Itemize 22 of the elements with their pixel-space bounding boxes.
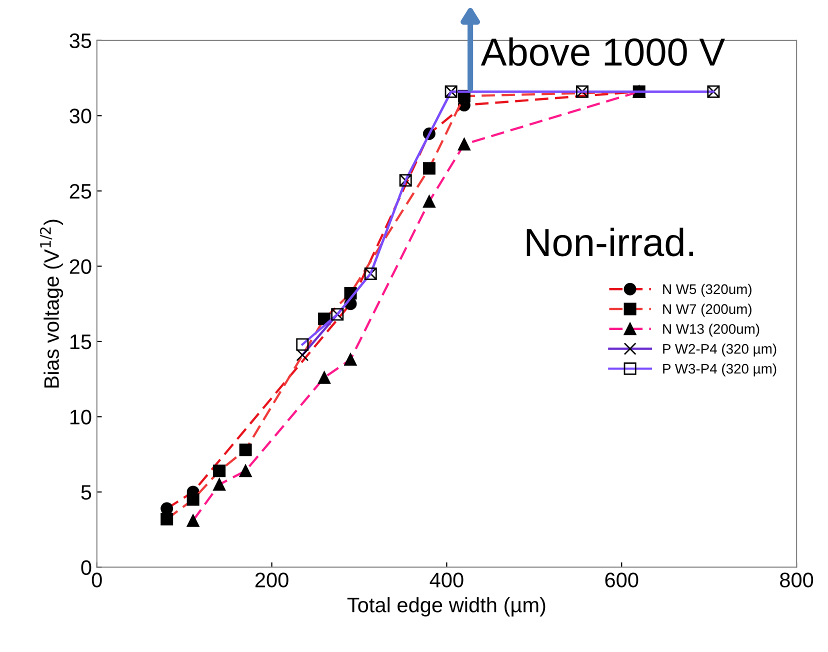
legend-label: N W7 (200um) — [663, 304, 752, 317]
annotation: Non-irrad. — [526, 228, 694, 256]
legend-label: N W5 (320um) — [663, 284, 752, 297]
y-tick-label: 30 — [70, 108, 92, 124]
legend-label: N W13 (200um) — [663, 324, 760, 337]
y-tick-label: 15 — [70, 334, 92, 350]
annotation: Above 1000 V — [480, 37, 725, 66]
x-tick-label: 600 — [605, 572, 638, 588]
x-tick-label: 400 — [430, 572, 464, 588]
y-tick-label: 20 — [70, 259, 92, 274]
y-axis-title: Bias voltage (V$^{1/2}$) — [40, 220, 64, 388]
y-tick-label: 25 — [70, 184, 92, 199]
x-tick-label: 800 — [780, 572, 814, 588]
y-tick-label: 10 — [70, 410, 92, 424]
y-tick-label: 0 — [81, 560, 92, 575]
x-axis-title: Total edge width (µm) — [347, 597, 546, 616]
x-tick-label: 200 — [255, 572, 288, 588]
x-tick-label: 0 — [92, 572, 102, 588]
legend-label: P W2-P4 (320 µm) — [663, 344, 776, 357]
y-tick-label: 35 — [70, 33, 92, 48]
y-tick-label: 5 — [81, 485, 92, 500]
legend-label: P W3-P4 (320 µm) — [663, 363, 776, 376]
